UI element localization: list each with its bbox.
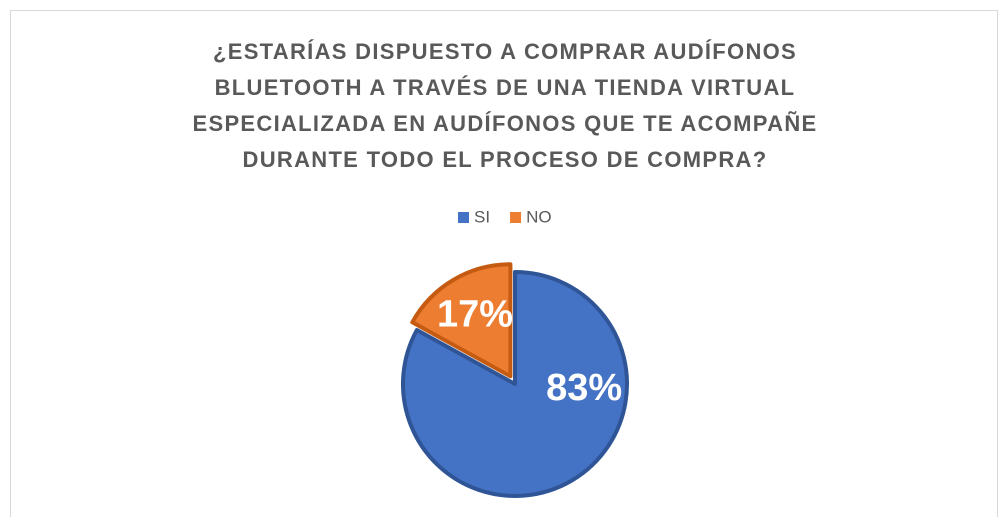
- chart-title: ¿ESTARÍAS DISPUESTO A COMPRAR AUDÍFONOS …: [192, 39, 818, 172]
- legend-swatch: [458, 212, 469, 223]
- pie-slice: [410, 262, 513, 379]
- legend-label: SI: [474, 207, 490, 226]
- data-label: 83%: [546, 367, 622, 409]
- legend-label: NO: [526, 207, 552, 226]
- legend-swatch: [510, 212, 522, 223]
- pie-slice: [401, 270, 629, 498]
- chart-frame: [10, 10, 998, 517]
- data-label: 17%: [437, 294, 513, 336]
